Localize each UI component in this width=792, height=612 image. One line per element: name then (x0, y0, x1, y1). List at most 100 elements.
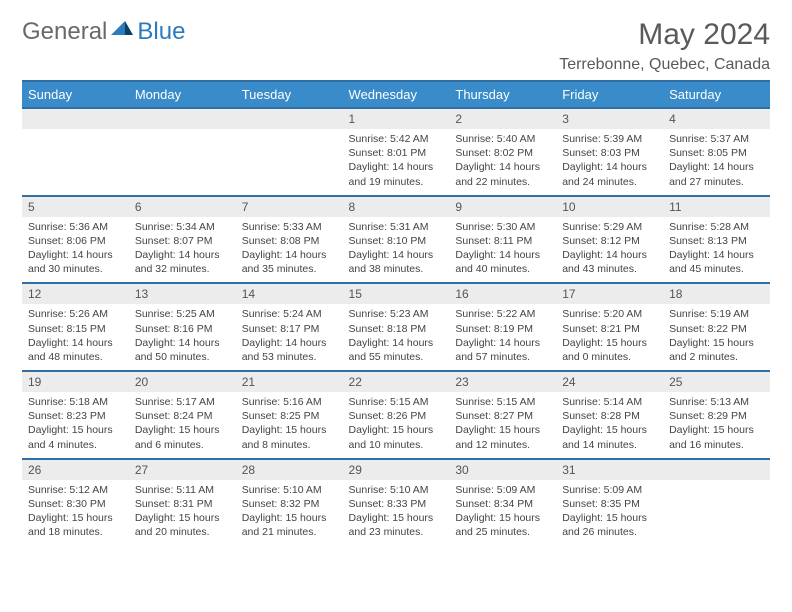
daylight-line-1: Daylight: 14 hours (349, 248, 444, 262)
day-number-cell: 30 (449, 459, 556, 480)
sunrise-line: Sunrise: 5:42 AM (349, 132, 444, 146)
sunset-line: Sunset: 8:23 PM (28, 409, 123, 423)
sunrise-line: Sunrise: 5:19 AM (669, 307, 764, 321)
day-number-cell: 8 (343, 196, 450, 217)
daylight-line-2: and 26 minutes. (562, 525, 657, 539)
sunrise-line: Sunrise: 5:09 AM (455, 483, 550, 497)
day-data-cell: Sunrise: 5:09 AMSunset: 8:34 PMDaylight:… (449, 480, 556, 546)
day-data-cell: Sunrise: 5:28 AMSunset: 8:13 PMDaylight:… (663, 217, 770, 284)
day-data-cell: Sunrise: 5:34 AMSunset: 8:07 PMDaylight:… (129, 217, 236, 284)
sunset-line: Sunset: 8:26 PM (349, 409, 444, 423)
daylight-line-2: and 35 minutes. (242, 262, 337, 276)
sunset-line: Sunset: 8:29 PM (669, 409, 764, 423)
day-number-cell: 25 (663, 371, 770, 392)
sunrise-line: Sunrise: 5:18 AM (28, 395, 123, 409)
sunrise-line: Sunrise: 5:20 AM (562, 307, 657, 321)
day-number-row: 1234 (22, 108, 770, 129)
day-data-cell: Sunrise: 5:30 AMSunset: 8:11 PMDaylight:… (449, 217, 556, 284)
day-number-cell: 1 (343, 108, 450, 129)
day-data-cell: Sunrise: 5:22 AMSunset: 8:19 PMDaylight:… (449, 304, 556, 371)
daylight-line-1: Daylight: 15 hours (455, 423, 550, 437)
daylight-line-2: and 50 minutes. (135, 350, 230, 364)
daylight-line-2: and 27 minutes. (669, 175, 764, 189)
sunset-line: Sunset: 8:18 PM (349, 322, 444, 336)
sunrise-line: Sunrise: 5:28 AM (669, 220, 764, 234)
day-number-cell: 29 (343, 459, 450, 480)
daylight-line-1: Daylight: 15 hours (28, 511, 123, 525)
sunrise-line: Sunrise: 5:30 AM (455, 220, 550, 234)
day-number-cell: 9 (449, 196, 556, 217)
sunset-line: Sunset: 8:16 PM (135, 322, 230, 336)
day-data-cell (663, 480, 770, 546)
day-data-cell: Sunrise: 5:19 AMSunset: 8:22 PMDaylight:… (663, 304, 770, 371)
daylight-line-2: and 22 minutes. (455, 175, 550, 189)
day-data-cell: Sunrise: 5:14 AMSunset: 8:28 PMDaylight:… (556, 392, 663, 459)
daylight-line-1: Daylight: 14 hours (28, 248, 123, 262)
daylight-line-2: and 40 minutes. (455, 262, 550, 276)
day-number-cell: 20 (129, 371, 236, 392)
day-data-cell: Sunrise: 5:10 AMSunset: 8:32 PMDaylight:… (236, 480, 343, 546)
daylight-line-2: and 48 minutes. (28, 350, 123, 364)
page-header: General Blue May 2024 Terrebonne, Quebec… (22, 18, 770, 74)
daylight-line-1: Daylight: 15 hours (242, 511, 337, 525)
day-number-cell: 15 (343, 283, 450, 304)
day-data-cell: Sunrise: 5:40 AMSunset: 8:02 PMDaylight:… (449, 129, 556, 196)
daylight-line-2: and 25 minutes. (455, 525, 550, 539)
day-data-row: Sunrise: 5:42 AMSunset: 8:01 PMDaylight:… (22, 129, 770, 196)
daylight-line-1: Daylight: 14 hours (455, 160, 550, 174)
day-number-cell: 26 (22, 459, 129, 480)
daylight-line-2: and 19 minutes. (349, 175, 444, 189)
day-header: Tuesday (236, 81, 343, 108)
day-data-cell: Sunrise: 5:17 AMSunset: 8:24 PMDaylight:… (129, 392, 236, 459)
sunset-line: Sunset: 8:11 PM (455, 234, 550, 248)
daylight-line-1: Daylight: 14 hours (455, 248, 550, 262)
sunset-line: Sunset: 8:13 PM (669, 234, 764, 248)
day-data-cell: Sunrise: 5:23 AMSunset: 8:18 PMDaylight:… (343, 304, 450, 371)
sunset-line: Sunset: 8:22 PM (669, 322, 764, 336)
title-block: May 2024 Terrebonne, Quebec, Canada (559, 18, 770, 74)
sunset-line: Sunset: 8:21 PM (562, 322, 657, 336)
day-data-row: Sunrise: 5:36 AMSunset: 8:06 PMDaylight:… (22, 217, 770, 284)
daylight-line-2: and 2 minutes. (669, 350, 764, 364)
daylight-line-2: and 57 minutes. (455, 350, 550, 364)
day-number-cell: 28 (236, 459, 343, 480)
location-text: Terrebonne, Quebec, Canada (559, 56, 770, 74)
day-data-cell: Sunrise: 5:10 AMSunset: 8:33 PMDaylight:… (343, 480, 450, 546)
day-data-cell: Sunrise: 5:13 AMSunset: 8:29 PMDaylight:… (663, 392, 770, 459)
day-data-cell: Sunrise: 5:42 AMSunset: 8:01 PMDaylight:… (343, 129, 450, 196)
sunrise-line: Sunrise: 5:10 AM (242, 483, 337, 497)
brand-part1: General (22, 18, 107, 46)
daylight-line-2: and 6 minutes. (135, 438, 230, 452)
daylight-line-1: Daylight: 14 hours (455, 336, 550, 350)
daylight-line-2: and 38 minutes. (349, 262, 444, 276)
day-number-cell (22, 108, 129, 129)
day-data-cell: Sunrise: 5:15 AMSunset: 8:27 PMDaylight:… (449, 392, 556, 459)
daylight-line-1: Daylight: 15 hours (669, 336, 764, 350)
sunset-line: Sunset: 8:24 PM (135, 409, 230, 423)
daylight-line-1: Daylight: 14 hours (135, 336, 230, 350)
sunrise-line: Sunrise: 5:31 AM (349, 220, 444, 234)
day-data-cell (129, 129, 236, 196)
daylight-line-1: Daylight: 14 hours (349, 336, 444, 350)
sunrise-line: Sunrise: 5:15 AM (349, 395, 444, 409)
sunrise-line: Sunrise: 5:16 AM (242, 395, 337, 409)
daylight-line-2: and 32 minutes. (135, 262, 230, 276)
day-data-cell: Sunrise: 5:15 AMSunset: 8:26 PMDaylight:… (343, 392, 450, 459)
calendar-table: Sunday Monday Tuesday Wednesday Thursday… (22, 80, 770, 545)
daylight-line-1: Daylight: 14 hours (562, 160, 657, 174)
day-number-cell: 23 (449, 371, 556, 392)
sunset-line: Sunset: 8:32 PM (242, 497, 337, 511)
sunrise-line: Sunrise: 5:33 AM (242, 220, 337, 234)
sunrise-line: Sunrise: 5:39 AM (562, 132, 657, 146)
day-number-cell: 11 (663, 196, 770, 217)
daylight-line-2: and 12 minutes. (455, 438, 550, 452)
day-data-cell: Sunrise: 5:18 AMSunset: 8:23 PMDaylight:… (22, 392, 129, 459)
daylight-line-2: and 4 minutes. (28, 438, 123, 452)
day-number-cell: 4 (663, 108, 770, 129)
day-number-row: 12131415161718 (22, 283, 770, 304)
sunset-line: Sunset: 8:07 PM (135, 234, 230, 248)
day-data-cell: Sunrise: 5:12 AMSunset: 8:30 PMDaylight:… (22, 480, 129, 546)
sunset-line: Sunset: 8:19 PM (455, 322, 550, 336)
sunset-line: Sunset: 8:33 PM (349, 497, 444, 511)
day-data-cell: Sunrise: 5:31 AMSunset: 8:10 PMDaylight:… (343, 217, 450, 284)
